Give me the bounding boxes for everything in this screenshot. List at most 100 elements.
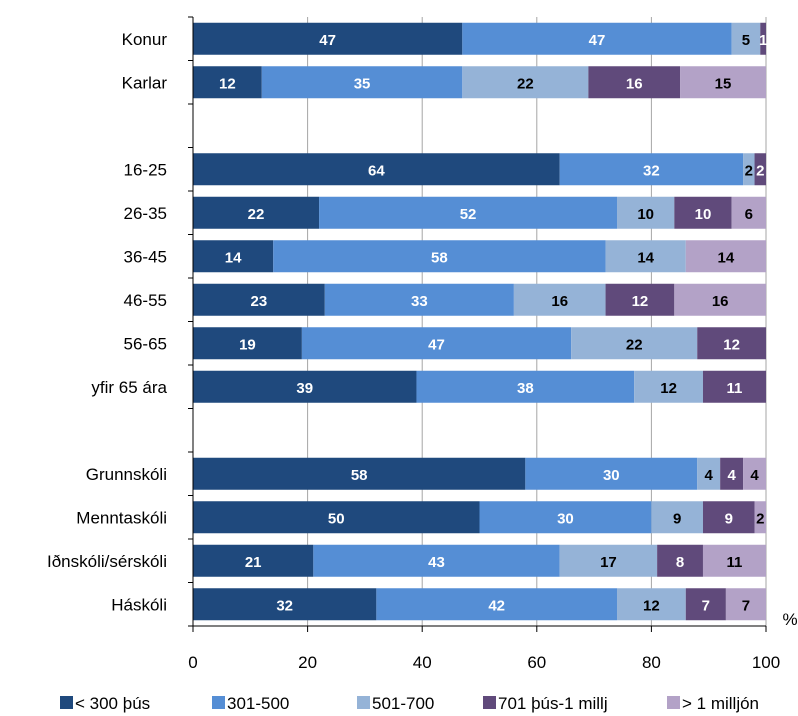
data-label: 6 [745, 206, 753, 223]
data-label: 47 [428, 336, 445, 353]
bar-segment [376, 588, 618, 621]
legend-swatch [667, 696, 680, 709]
data-label: 50 [328, 510, 345, 527]
data-label: 12 [660, 380, 677, 397]
bar-segment [588, 66, 681, 99]
data-label: 12 [643, 597, 660, 614]
bar-segment [513, 283, 606, 316]
bar-segment [193, 501, 480, 534]
data-label: 9 [725, 510, 733, 527]
bar-segment [685, 240, 766, 273]
x-tick-label: 100 [752, 653, 780, 672]
data-label: 22 [517, 75, 534, 92]
category-label: 26-35 [124, 204, 167, 223]
bar-segment [193, 283, 325, 316]
bar-segment [680, 66, 766, 99]
legend-swatch [357, 696, 370, 709]
data-label: 22 [248, 206, 265, 223]
bar-segment [702, 370, 766, 403]
data-label: 2 [745, 162, 753, 179]
data-label: 12 [219, 75, 236, 92]
data-label: 64 [368, 162, 385, 179]
bar-segment [193, 240, 274, 273]
data-label: 16 [551, 293, 568, 310]
legend-label: < 300 þús [75, 694, 150, 713]
data-label: 10 [637, 206, 654, 223]
bar-segment [725, 588, 766, 621]
data-label: 58 [431, 249, 448, 266]
data-label: 5 [742, 32, 750, 49]
legend-swatch [60, 696, 73, 709]
data-label: 4 [727, 467, 736, 484]
bar-segment [193, 457, 526, 490]
data-label: 4 [750, 467, 759, 484]
legend-label: 301-500 [227, 694, 289, 713]
gridlines [307, 17, 767, 626]
bar-segment [462, 66, 589, 99]
bar-segment [702, 501, 755, 534]
data-label: 11 [727, 554, 743, 571]
data-label: 15 [715, 75, 732, 92]
bar-segment [617, 588, 686, 621]
bar-segment [702, 544, 766, 577]
data-label: 10 [695, 206, 712, 223]
bar-segment [720, 457, 744, 490]
bar-segment [743, 457, 766, 490]
legend-swatch [212, 696, 225, 709]
bar-segment [261, 66, 463, 99]
data-label: 32 [276, 597, 293, 614]
data-label: 52 [460, 206, 477, 223]
data-label: 7 [742, 597, 750, 614]
bar-segment [313, 544, 560, 577]
data-label: 1 [759, 32, 767, 49]
category-label: 36-45 [124, 247, 167, 266]
bar-segment [416, 370, 635, 403]
bar-segment [193, 370, 417, 403]
data-label: 35 [354, 75, 371, 92]
data-label: 47 [319, 32, 336, 49]
data-label: 47 [589, 32, 606, 49]
data-label: 19 [239, 336, 256, 353]
bar-segment [559, 153, 744, 186]
data-label: 32 [643, 162, 660, 179]
data-label: 14 [225, 249, 242, 266]
data-label: 58 [351, 467, 368, 484]
data-label: 12 [632, 293, 649, 310]
data-label: 17 [600, 554, 617, 571]
category-label: 46-55 [124, 291, 167, 310]
x-tick-label: 40 [413, 653, 432, 672]
data-label: 12 [723, 336, 740, 353]
bar-segment [193, 196, 320, 229]
category-label: 16-25 [124, 160, 167, 179]
bar-segment [193, 153, 560, 186]
bar-segment [559, 544, 658, 577]
x-tick-label: 0 [188, 653, 197, 672]
bar-segment [743, 153, 755, 186]
data-label: 16 [712, 293, 729, 310]
category-label: Konur [122, 30, 168, 49]
x-tick-labels: 0 20 40 60 80 100 [188, 653, 780, 672]
bar-segment [685, 588, 726, 621]
bar-segment [605, 283, 675, 316]
data-label: 9 [673, 510, 681, 527]
bar-segment [634, 370, 703, 403]
data-label: 14 [718, 249, 735, 266]
category-label: Grunnskóli [86, 465, 167, 484]
bar-segment [193, 544, 314, 577]
category-label: 56-65 [124, 334, 167, 353]
data-label: 16 [626, 75, 643, 92]
data-label: 42 [488, 597, 505, 614]
data-label: 2 [756, 162, 764, 179]
x-tick-label: 20 [298, 653, 317, 672]
category-label: Háskóli [111, 595, 167, 614]
bar-segment [525, 457, 698, 490]
data-label: 33 [411, 293, 428, 310]
data-label: 38 [517, 380, 534, 397]
bar-segment [731, 196, 766, 229]
data-label: 2 [756, 510, 764, 527]
bar-segment [324, 283, 514, 316]
bar-segment [273, 240, 606, 273]
legend-swatch [483, 696, 496, 709]
bar-segment [571, 327, 698, 360]
